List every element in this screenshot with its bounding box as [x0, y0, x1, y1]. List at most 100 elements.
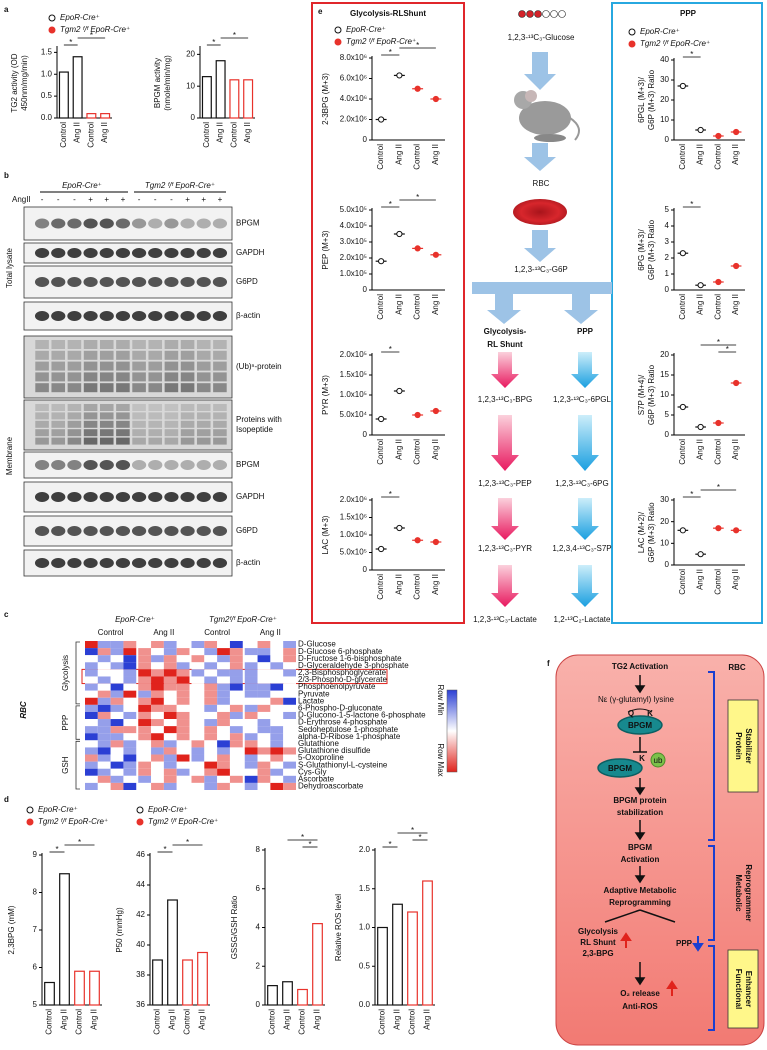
y-axis-label: 2-3BPG (M+3) — [321, 73, 330, 125]
marker — [48, 14, 56, 22]
heatmap-cell — [138, 747, 152, 755]
blot-band — [213, 429, 227, 437]
y-axis-label: G6P (M+3) Ratio — [647, 502, 656, 563]
mean-point — [412, 245, 424, 252]
blot-band — [180, 404, 195, 411]
blot-band — [35, 429, 49, 437]
marker — [628, 40, 636, 48]
heatmap-cell — [191, 676, 205, 684]
heatmap-cell — [123, 648, 137, 656]
heatmap-cell — [283, 719, 296, 727]
bar — [152, 959, 163, 1006]
metabolite-label: Sedoheptulose 1-phosphate — [298, 725, 399, 734]
y-tick-label: 2.0x10⁶ — [340, 495, 367, 504]
metabolite-label: D-Glucose 6-phosphate — [298, 647, 383, 656]
blot-band — [67, 372, 82, 382]
x-tick-label: Control — [413, 439, 422, 465]
section-label: Membrane — [5, 436, 14, 475]
heatmap-cell — [151, 697, 164, 705]
heatmap-cell — [257, 782, 271, 790]
y-tick-label: 40 — [136, 940, 145, 949]
compound-label: 1,2,3-¹³C₃-G6P — [514, 265, 568, 274]
heatmap-cell — [97, 775, 111, 783]
heatmap-cell — [123, 719, 137, 727]
heatmap-cell — [217, 747, 230, 755]
blot-band — [116, 404, 130, 411]
blot-band — [67, 311, 82, 321]
legend-label: Tgm2 ᶠ/ᶠ EpoR-Cre⁺ — [640, 39, 710, 48]
y-tick-label: 8.0x10⁶ — [340, 53, 367, 62]
heatmap-cell — [85, 683, 98, 691]
heatmap-cell — [163, 754, 177, 762]
x-tick-label: Ang II — [393, 1009, 402, 1030]
x-tick-label: Control — [678, 569, 687, 595]
heatmap-cell — [191, 711, 205, 720]
y-tick-label: 3.0x10⁵ — [340, 237, 367, 246]
heatmap-cell — [123, 683, 137, 691]
blot-band — [164, 340, 179, 349]
blot-band — [196, 429, 211, 437]
heatmap-cell — [244, 676, 258, 684]
treatment-sign: - — [41, 195, 44, 204]
blot-band — [51, 361, 66, 371]
blot-band — [83, 404, 98, 411]
mean-point — [695, 423, 706, 431]
y-tick-label: 10 — [186, 81, 195, 90]
y-tick-label: 5 — [665, 410, 670, 419]
blot-band — [212, 460, 228, 470]
heatmap-cell — [191, 704, 205, 712]
mean-point — [730, 379, 742, 387]
heatmap-cell — [270, 761, 284, 769]
blot-band — [83, 383, 98, 393]
legend-label: Tgm2 ᶠ/ᶠ EpoR-Cre⁺ — [346, 37, 416, 46]
heatmap-cell — [176, 733, 190, 741]
y-tick-label: 0 — [363, 565, 368, 574]
heatmap-cell — [191, 648, 205, 656]
panel-label: d — [4, 795, 9, 804]
y-tick-label: 5 — [33, 1000, 38, 1009]
heatmap-cell — [138, 697, 152, 705]
heatmap-cell — [217, 704, 230, 712]
blot-band — [164, 429, 179, 437]
blot-band — [51, 372, 66, 382]
blot-band — [99, 218, 114, 229]
marker — [396, 230, 403, 238]
blot-band — [67, 340, 82, 349]
y-tick-label: 4 — [665, 221, 670, 230]
y-tick-label: 0 — [665, 430, 670, 439]
blot-band — [99, 437, 114, 445]
y-tick-label: 9 — [33, 850, 38, 859]
legend-label: Tgm2 ᶠ/ᶠ EpoR-Cre⁺ — [38, 817, 108, 826]
condition-label: Ang II — [153, 628, 174, 637]
marker — [679, 527, 686, 534]
heatmap-cell — [283, 662, 296, 670]
heatmap-cell — [244, 740, 258, 748]
legend-label: Row Max — [436, 743, 445, 776]
heatmap-cell — [85, 690, 98, 698]
marker — [136, 806, 144, 814]
significance-label: * — [389, 490, 392, 499]
heatmap-cell — [244, 662, 258, 670]
heatmap-cell — [97, 641, 111, 649]
heatmap-cell — [244, 768, 258, 776]
heatmap-cell — [151, 740, 164, 748]
y-tick-label: 20 — [660, 517, 669, 526]
blot-band — [99, 460, 114, 470]
blot-band — [180, 383, 195, 393]
x-tick-label: Ang II — [100, 122, 109, 143]
x-tick-label: Control — [45, 1009, 54, 1035]
y-tick-label: 5.0x10⁴ — [340, 410, 368, 419]
bar — [392, 903, 403, 1006]
heatmap-cell — [138, 754, 152, 762]
blot-band — [180, 311, 195, 321]
compound-label: 1,2,3-¹³C₃-6PGL — [553, 395, 611, 404]
heatmap-cell — [163, 704, 177, 712]
heatmap-cell — [270, 733, 284, 741]
heatmap-cell — [163, 669, 177, 677]
marker — [26, 818, 34, 826]
marker — [414, 245, 421, 252]
x-tick-label: Ang II — [731, 569, 740, 590]
blot-band — [116, 372, 130, 382]
heatmap-cell — [176, 782, 190, 790]
bar — [89, 970, 100, 1006]
